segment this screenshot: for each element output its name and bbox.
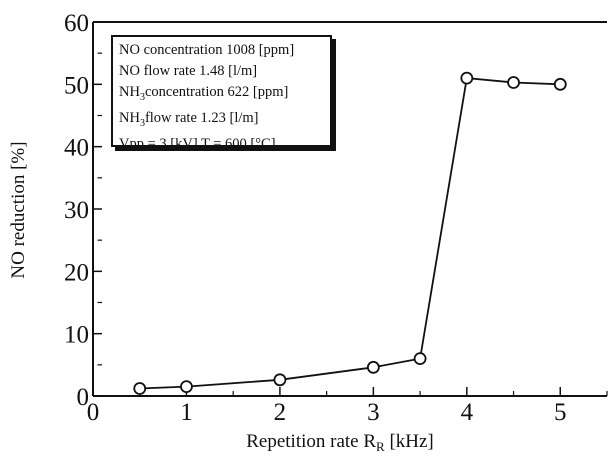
x-tick-label: 5 [554,399,567,426]
y-tick-label: 40 [64,135,89,162]
x-tick-label: 1 [180,399,193,426]
y-tick-label: 10 [64,322,89,349]
annotation-line: NO concentration 1008 [ppm] [119,42,295,58]
annotation-subscript: 3 [139,91,145,103]
annotation-box: NO concentration 1008 [ppm] NO flow rate … [111,35,332,152]
x-tick-label: 0 [87,399,100,426]
annotation-subscript: 3 [139,117,145,129]
x-tick-label: 3 [367,399,380,426]
x-axis-title-unit: [kHz] [385,431,434,452]
data-series [133,71,567,395]
data-point [180,380,193,394]
annotation-line: NH3concentration 622 [ppm] [119,84,289,103]
data-point [273,373,287,387]
y-tick-label: 0 [77,384,90,411]
data-point [460,71,474,85]
x-axis-title-subscript: R [376,439,385,454]
y-tick-label: 20 [64,259,89,286]
x-tick-label: 2 [274,399,287,426]
y-tick-label: 50 [64,72,89,99]
axes-frame [92,21,608,397]
annotation-line: Vpp = 3 [kV] T = 600 [°C] [119,135,276,152]
x-tick-labels: 0 1 2 3 4 5 [87,399,567,426]
series-line [139,77,561,390]
y-tick-label: 60 [64,10,89,37]
data-point [413,352,427,366]
x-axis-title: Repetition rate RR [kHz] [246,431,434,454]
y-axis-title: NO reduction [%] [8,141,29,278]
annotation-line: NH3flow rate 1.23 [l/m] [119,109,259,129]
data-point [507,76,520,89]
data-point [133,382,147,395]
y-tick-label: 30 [64,197,89,224]
data-point [553,77,567,91]
annotation-line: NO flow rate 1.48 [l/m] [119,63,258,79]
x-tick-label: 4 [461,399,474,426]
y-tick-labels: 0 10 20 30 40 50 60 [64,10,89,411]
data-point [366,360,380,374]
annotation-lines: NO concentration 1008 [ppm] NO flow rate … [119,40,324,155]
